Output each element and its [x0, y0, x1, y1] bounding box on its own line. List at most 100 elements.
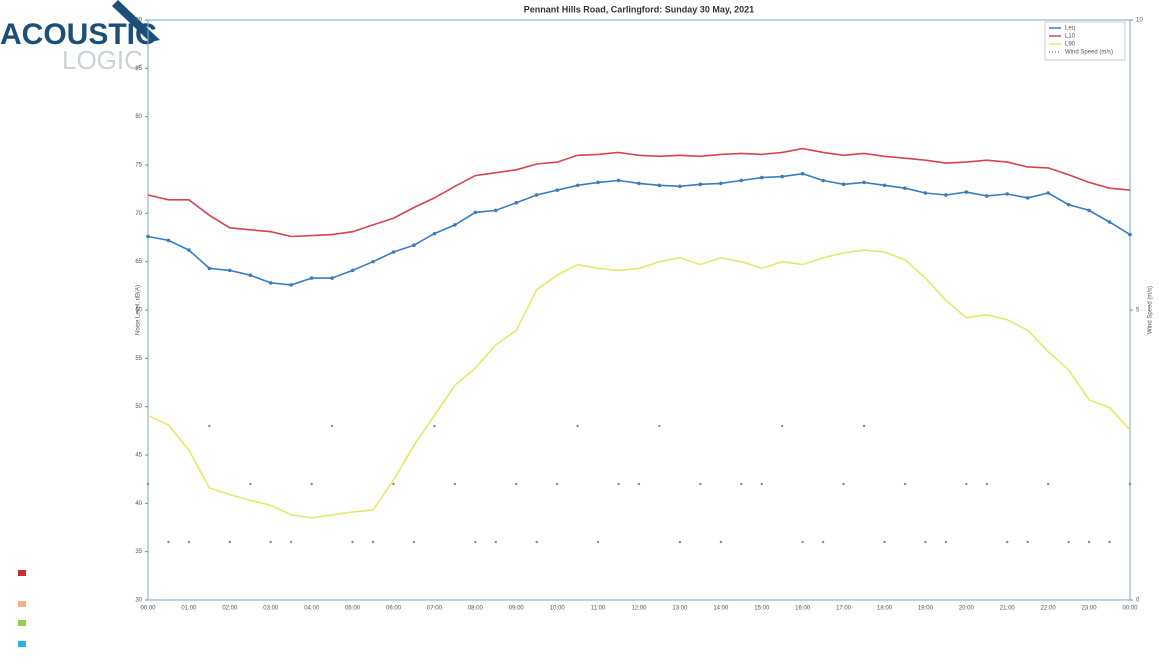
- y2-tick-label: 10: [1136, 18, 1143, 24]
- swatch: [18, 601, 26, 607]
- wind-dot: [596, 540, 600, 544]
- x-tick-label: 20:00: [959, 606, 975, 612]
- point: [555, 188, 559, 192]
- wind-dot: [1108, 540, 1111, 544]
- wind-dot: [535, 540, 538, 544]
- y-tick-label: 75: [135, 163, 142, 169]
- point: [739, 178, 744, 183]
- y-tick-label: 70: [135, 211, 142, 217]
- x-tick-label: 06:00: [386, 606, 402, 612]
- x-tick-label: 00:00: [1122, 606, 1138, 612]
- legend-label: L90: [1065, 42, 1076, 48]
- point: [903, 186, 907, 190]
- wind-dot: [658, 424, 661, 428]
- point: [923, 191, 928, 195]
- y-tick-label: 65: [135, 259, 142, 265]
- point: [166, 238, 171, 243]
- wind-dot: [1087, 540, 1091, 544]
- point: [248, 273, 253, 278]
- wind-dot: [965, 482, 968, 486]
- point: [780, 174, 785, 179]
- point: [984, 194, 989, 198]
- x-tick-label: 23:00: [1082, 606, 1098, 612]
- series-line: [147, 249, 1131, 519]
- point: [289, 283, 294, 287]
- point: [391, 250, 396, 254]
- point: [432, 231, 437, 236]
- wind-dot: [1046, 482, 1050, 486]
- wind-dot: [494, 540, 497, 544]
- wind-dot: [310, 482, 313, 486]
- x-tick-label: 00:00: [140, 606, 156, 612]
- point: [412, 243, 416, 248]
- y-tick-label: 80: [135, 114, 142, 120]
- point: [371, 259, 375, 264]
- point: [616, 178, 621, 183]
- wind-dot: [1067, 540, 1070, 544]
- wind-dot: [290, 540, 293, 544]
- wind-dot: [719, 540, 723, 544]
- y-tick-label: 45: [135, 453, 142, 459]
- point: [187, 248, 191, 252]
- x-tick-label: 21:00: [1000, 606, 1016, 612]
- wind-dot: [699, 482, 702, 486]
- y-tick-label: 35: [135, 549, 142, 555]
- y-tick-label: 55: [135, 356, 142, 362]
- point: [862, 180, 866, 185]
- wind-dot: [351, 540, 354, 544]
- point: [1066, 202, 1071, 207]
- y-axis-label: Noise Level, dB(A): [136, 285, 142, 335]
- wind-dot: [924, 540, 927, 544]
- wind-dot: [249, 482, 252, 486]
- wind-dot: [740, 482, 743, 486]
- point: [821, 178, 825, 183]
- x-tick-label: 22:00: [1041, 606, 1057, 612]
- point: [575, 183, 580, 188]
- wind-dot: [371, 540, 375, 544]
- wind-dot: [208, 424, 211, 428]
- chart-title: Pennant Hills Road, Carlingford: Sunday …: [524, 4, 754, 14]
- point: [657, 183, 662, 188]
- wind-dot: [862, 424, 866, 428]
- point: [493, 208, 498, 213]
- wind-dot: [617, 482, 620, 486]
- point: [207, 266, 212, 271]
- wind-dot: [985, 482, 988, 486]
- logo-text: LOGIC: [62, 45, 143, 75]
- series-line: [147, 147, 1131, 238]
- y-tick-label: 40: [135, 501, 142, 507]
- x-tick-label: 09:00: [509, 606, 525, 612]
- logo: ACOUSTIC LOGIC: [0, 0, 160, 75]
- x-tick-label: 13:00: [672, 606, 688, 612]
- wind-dot: [269, 540, 272, 544]
- point: [678, 184, 682, 189]
- point: [473, 210, 478, 215]
- wind-dot: [392, 482, 395, 486]
- x-tick-label: 04:00: [304, 606, 320, 612]
- point: [514, 200, 519, 205]
- wind-dot: [842, 482, 845, 486]
- wind-dot: [760, 482, 763, 486]
- point: [453, 223, 457, 227]
- wind-dot: [515, 482, 518, 486]
- y2-tick-label: 5: [1136, 308, 1140, 314]
- wind-dot: [944, 540, 948, 544]
- x-tick-label: 08:00: [468, 606, 484, 612]
- point: [1087, 208, 1091, 213]
- x-tick-label: 03:00: [263, 606, 279, 612]
- x-tick-label: 11:00: [591, 606, 606, 612]
- wind-dot: [330, 424, 334, 428]
- point: [1128, 232, 1132, 237]
- point: [637, 181, 641, 186]
- wind-dot: [453, 482, 457, 486]
- point: [146, 234, 150, 239]
- wind-dot: [474, 540, 477, 544]
- wind-dot: [167, 540, 170, 544]
- point: [882, 183, 887, 188]
- wind-dot: [433, 424, 436, 428]
- point: [698, 182, 703, 187]
- wind-dot: [555, 482, 559, 486]
- wind-dot: [678, 540, 682, 544]
